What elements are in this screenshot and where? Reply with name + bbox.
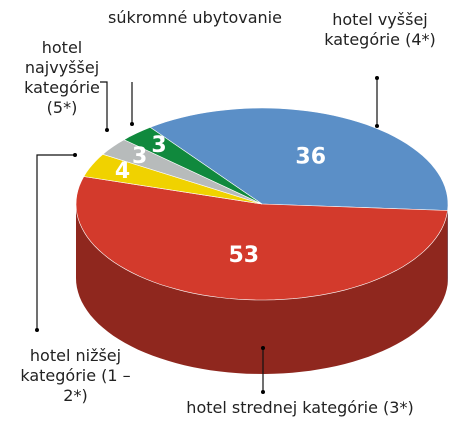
pie-slice <box>149 107 449 211</box>
leader-dot <box>375 124 379 128</box>
leader-dot <box>261 346 265 350</box>
leader-dot <box>35 328 39 332</box>
data-label: 3 <box>151 133 166 158</box>
leader-dot <box>261 390 265 394</box>
data-label: 36 <box>295 145 326 170</box>
pie-slice <box>123 126 263 205</box>
label: hotel najvyššej kategórie (5*) <box>24 38 100 117</box>
pie-side <box>76 204 448 374</box>
leader-dot <box>105 128 109 132</box>
pie-slice <box>83 153 263 205</box>
label: hotel vyššej kategórie (4*) <box>324 10 436 49</box>
data-label: 4 <box>115 159 130 184</box>
leader <box>36 154 75 330</box>
leader-dot <box>130 122 134 126</box>
leader <box>100 81 108 130</box>
data-label: 53 <box>228 243 259 268</box>
label: súkromné ubytovanie <box>108 8 282 27</box>
leader-dot <box>73 153 77 157</box>
label: hotel nižšej kategórie (1 – 2*) <box>20 346 131 405</box>
leader-dot <box>375 76 379 80</box>
leader-lines <box>35 76 379 394</box>
pie-slice <box>75 176 448 301</box>
data-label: 3 <box>132 144 147 169</box>
label: hotel strednej kategórie (3*) <box>186 398 414 417</box>
